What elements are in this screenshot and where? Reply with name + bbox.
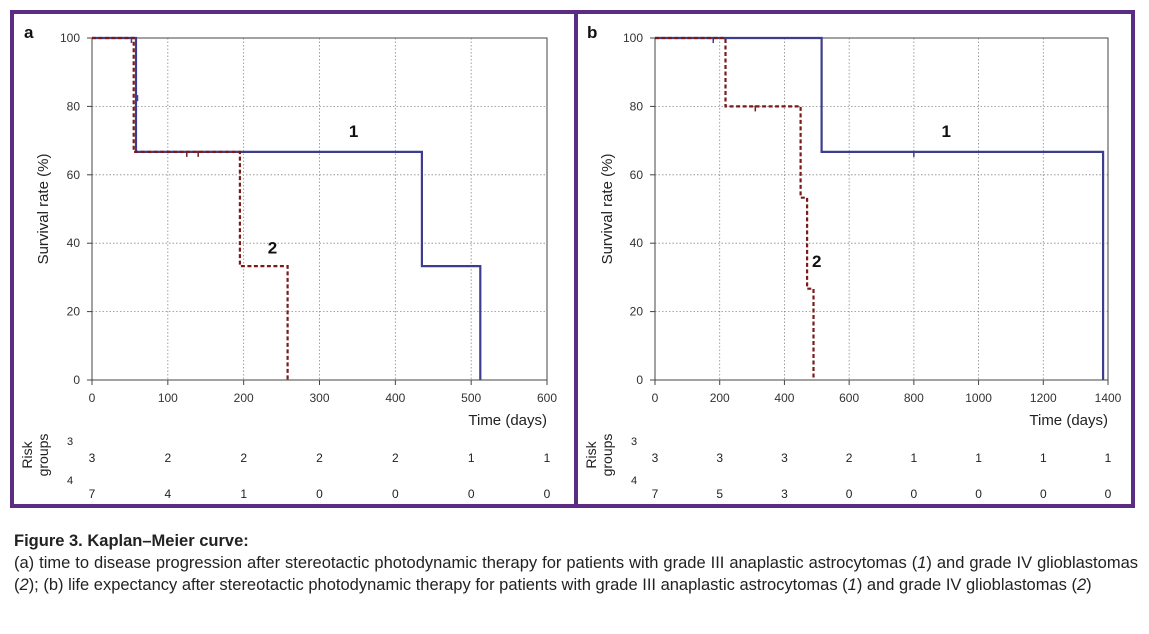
risk-table-cell: 1	[240, 487, 247, 501]
caption-text-5: )	[1086, 576, 1092, 594]
risk-table-title: groups	[35, 434, 51, 477]
caption-text-1: (a) time to disease progression after st…	[14, 554, 918, 572]
y-tick-label: 20	[630, 305, 644, 319]
risk-table-cell: 3	[781, 487, 788, 501]
risk-table-title: Risk	[583, 440, 599, 468]
risk-table-cell: 1	[544, 451, 551, 465]
risk-group-id: 4	[67, 475, 73, 487]
y-axis-label: Survival rate (%)	[599, 154, 616, 265]
x-tick-label: 1000	[965, 391, 992, 405]
caption-text-2: ) and grade IV glioblastomas (	[14, 554, 1138, 594]
risk-table-cell: 0	[975, 487, 982, 501]
risk-table-cell: 2	[846, 451, 853, 465]
y-tick-label: 40	[67, 236, 81, 250]
y-tick-label: 100	[60, 31, 80, 45]
caption-text-3: ); (b) life expectancy after stereotacti…	[28, 576, 848, 594]
x-tick-label: 400	[774, 391, 794, 405]
risk-table-cell: 2	[392, 451, 399, 465]
x-tick-label: 300	[309, 391, 329, 405]
x-tick-label: 600	[839, 391, 859, 405]
series-label: 1	[941, 122, 950, 141]
series-line-1	[92, 36, 482, 380]
risk-group-id: 3	[631, 436, 637, 448]
y-tick-label: 80	[67, 99, 81, 113]
risk-table-cell: 2	[164, 451, 171, 465]
series-line-2	[92, 36, 289, 380]
y-tick-label: 0	[73, 373, 80, 387]
risk-table-cell: 1	[468, 451, 475, 465]
caption-group-number: 1	[917, 554, 927, 572]
caption-group-number: 1	[847, 576, 857, 594]
x-tick-label: 1200	[1030, 391, 1057, 405]
risk-table-cell: 7	[89, 487, 96, 501]
x-tick-label: 1400	[1095, 391, 1122, 405]
risk-table-cell: 3	[716, 451, 723, 465]
risk-table-title: Risk	[19, 440, 35, 468]
x-tick-label: 0	[652, 391, 659, 405]
risk-table-cell: 1	[1040, 451, 1047, 465]
y-tick-label: 100	[623, 31, 643, 45]
caption-title: Figure 3. Kaplan–Meier curve:	[14, 532, 249, 550]
x-axis-label: Time (days)	[1029, 412, 1108, 429]
y-tick-label: 60	[630, 168, 644, 182]
figure-caption: Figure 3. Kaplan–Meier curve: (a) time t…	[14, 530, 1138, 596]
panel-label: b	[587, 23, 597, 42]
risk-table-cell: 0	[1040, 487, 1047, 501]
risk-table-cell: 1	[911, 451, 918, 465]
panel-label: a	[24, 23, 34, 42]
risk-table-cell: 3	[89, 451, 96, 465]
risk-table-cell: 1	[975, 451, 982, 465]
figure-frame	[10, 10, 1135, 508]
risk-table-cell: 3	[781, 451, 788, 465]
x-tick-label: 600	[537, 391, 557, 405]
x-tick-label: 100	[158, 391, 178, 405]
risk-group-id: 3	[67, 436, 73, 448]
risk-table-cell: 0	[544, 487, 551, 501]
risk-table-cell: 0	[468, 487, 475, 501]
risk-table-cell: 3	[652, 451, 659, 465]
risk-table-cell: 0	[846, 487, 853, 501]
y-tick-label: 20	[67, 305, 81, 319]
risk-group-id: 4	[631, 475, 637, 487]
y-tick-label: 0	[636, 373, 643, 387]
series-line-1	[655, 36, 1105, 380]
panel-divider	[574, 10, 578, 508]
series-label: 2	[812, 252, 821, 271]
caption-text-4: ) and grade IV glioblastomas (	[856, 576, 1077, 594]
series-line-2	[655, 36, 815, 380]
y-tick-label: 80	[630, 99, 644, 113]
x-tick-label: 800	[904, 391, 924, 405]
risk-table-cell: 2	[240, 451, 247, 465]
x-tick-label: 200	[234, 391, 254, 405]
risk-table-cell: 0	[316, 487, 323, 501]
x-tick-label: 0	[89, 391, 96, 405]
risk-table-cell: 4	[164, 487, 171, 501]
x-tick-label: 400	[385, 391, 405, 405]
caption-group-number: 2	[19, 576, 29, 594]
x-tick-label: 200	[710, 391, 730, 405]
caption-group-number: 2	[1076, 576, 1087, 594]
risk-table-cell: 0	[1105, 487, 1112, 501]
y-axis-label: Survival rate (%)	[35, 154, 52, 265]
x-axis-label: Time (days)	[468, 412, 547, 429]
y-tick-label: 60	[67, 168, 81, 182]
risk-table-cell: 1	[1105, 451, 1112, 465]
series-label: 1	[349, 122, 358, 141]
risk-table-cell: 0	[911, 487, 918, 501]
y-tick-label: 40	[630, 236, 644, 250]
plot-area-border	[654, 37, 1109, 381]
series-label: 2	[268, 238, 277, 257]
x-tick-label: 500	[461, 391, 481, 405]
risk-table-title: groups	[599, 434, 615, 477]
risk-table-cell: 7	[652, 487, 659, 501]
risk-table-cell: 5	[716, 487, 723, 501]
risk-table-cell: 0	[392, 487, 399, 501]
risk-table-cell: 2	[316, 451, 323, 465]
